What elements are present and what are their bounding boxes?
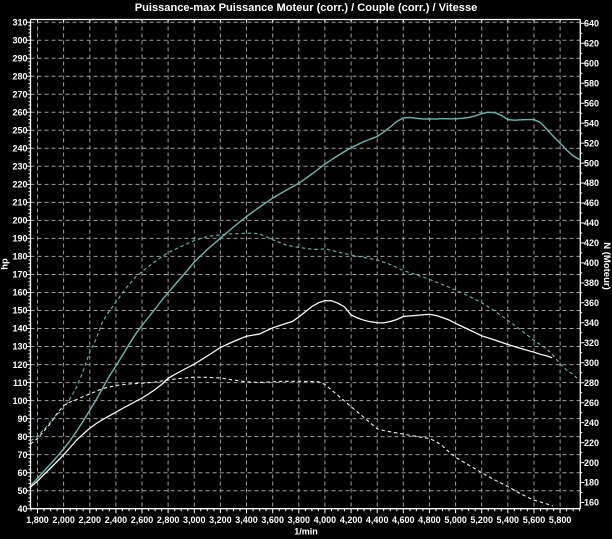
svg-text:210: 210 [12,198,27,208]
svg-text:270: 270 [12,90,27,100]
svg-text:160: 160 [584,498,599,508]
svg-text:220: 220 [12,180,27,190]
svg-text:280: 280 [12,72,27,82]
svg-text:1,800: 1,800 [26,515,49,525]
svg-text:260: 260 [12,108,27,118]
svg-text:440: 440 [584,218,599,228]
svg-text:1/min: 1/min [294,527,318,537]
svg-text:60: 60 [17,468,27,478]
svg-text:120: 120 [12,360,27,370]
svg-text:5,200: 5,200 [470,515,493,525]
svg-text:480: 480 [584,178,599,188]
svg-text:300: 300 [584,358,599,368]
svg-text:240: 240 [584,418,599,428]
svg-text:3,000: 3,000 [183,515,206,525]
svg-text:100: 100 [12,396,27,406]
svg-text:4,400: 4,400 [366,515,389,525]
svg-text:340: 340 [584,318,599,328]
svg-text:140: 140 [12,324,27,334]
svg-text:3,800: 3,800 [288,515,311,525]
svg-text:4,000: 4,000 [314,515,337,525]
svg-text:540: 540 [584,118,599,128]
svg-text:2,800: 2,800 [157,515,180,525]
svg-text:130: 130 [12,342,27,352]
svg-text:5,000: 5,000 [444,515,467,525]
svg-text:5,600: 5,600 [523,515,546,525]
svg-text:2,000: 2,000 [52,515,75,525]
svg-text:3,400: 3,400 [235,515,258,525]
svg-text:4,200: 4,200 [340,515,363,525]
svg-text:240: 240 [12,144,27,154]
svg-text:200: 200 [584,458,599,468]
svg-text:560: 560 [584,98,599,108]
svg-text:4,800: 4,800 [418,515,441,525]
svg-text:180: 180 [584,478,599,488]
svg-text:40: 40 [17,504,27,514]
svg-text:3,600: 3,600 [261,515,284,525]
svg-text:200: 200 [12,216,27,226]
svg-text:400: 400 [584,258,599,268]
svg-text:70: 70 [17,450,27,460]
svg-text:2,200: 2,200 [79,515,102,525]
svg-text:110: 110 [13,378,28,388]
svg-text:N (Moteur): N (Moteur) [601,242,612,290]
svg-text:230: 230 [12,162,27,172]
svg-text:360: 360 [584,298,599,308]
svg-text:80: 80 [17,432,27,442]
svg-text:260: 260 [584,398,599,408]
svg-text:460: 460 [584,198,599,208]
svg-text:2,400: 2,400 [105,515,128,525]
svg-text:280: 280 [584,378,599,388]
svg-text:600: 600 [584,58,599,68]
svg-text:320: 320 [584,338,599,348]
svg-text:5,400: 5,400 [497,515,520,525]
svg-text:190: 190 [12,234,27,244]
svg-text:90: 90 [17,414,27,424]
svg-text:290: 290 [12,53,27,63]
svg-text:4,600: 4,600 [392,515,415,525]
svg-text:300: 300 [12,35,27,45]
svg-text:380: 380 [584,278,599,288]
svg-text:hp: hp [0,258,11,270]
svg-text:50: 50 [17,486,27,496]
svg-text:170: 170 [12,270,27,280]
svg-text:620: 620 [584,39,599,49]
svg-text:180: 180 [12,252,27,262]
svg-text:420: 420 [584,238,599,248]
svg-text:310: 310 [12,17,27,27]
svg-text:2,600: 2,600 [131,515,154,525]
svg-text:580: 580 [584,78,599,88]
svg-text:250: 250 [12,126,27,136]
svg-text:Puissance-max Puissance Moteur: Puissance-max Puissance Moteur (corr.) /… [135,2,478,14]
svg-text:640: 640 [584,19,599,29]
svg-text:520: 520 [584,138,599,148]
svg-text:500: 500 [584,158,599,168]
svg-text:220: 220 [584,438,599,448]
svg-text:5,800: 5,800 [549,515,572,525]
svg-text:160: 160 [12,288,27,298]
svg-text:3,200: 3,200 [209,515,232,525]
svg-text:150: 150 [12,306,27,316]
